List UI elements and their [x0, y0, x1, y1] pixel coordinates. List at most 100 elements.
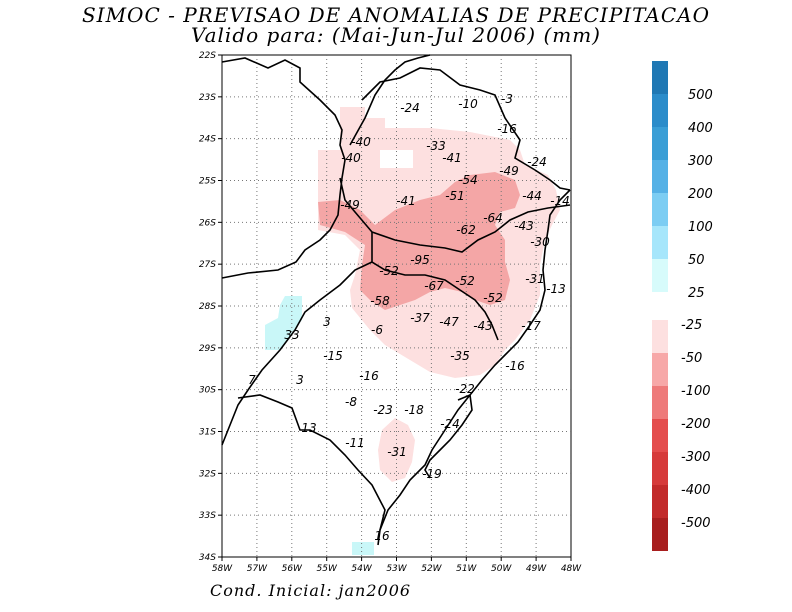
lon-tick-label: 48W — [561, 564, 582, 574]
anomaly-value: -41 — [442, 151, 462, 165]
anomaly-value: -31 — [387, 445, 407, 459]
colorbar-label-negative: -100 — [681, 384, 711, 399]
colorbar-swatch-negative — [652, 320, 668, 353]
anomaly-value: -16 — [505, 359, 525, 373]
boundary-sc-rs — [371, 232, 499, 341]
boundary-parana-sp — [361, 67, 571, 191]
graticule: 22S23S24S25S26S27S28S29S30S31S32S33S34S5… — [199, 51, 582, 574]
boundary-coast — [377, 189, 571, 546]
colorbar-swatch-positive — [652, 160, 668, 193]
shade-positive-south — [352, 542, 374, 555]
anomaly-shading — [265, 107, 560, 555]
anomaly-value: -64 — [483, 211, 503, 225]
lon-tick-label: 52W — [421, 564, 442, 574]
anomaly-value: -62 — [456, 223, 476, 237]
anomaly-value: -11 — [345, 436, 365, 450]
anomaly-value: -95 — [410, 253, 430, 267]
colorbar-label-negative: -50 — [681, 351, 702, 366]
anomaly-value: -24 — [440, 417, 460, 431]
lon-tick-label: 51W — [456, 564, 477, 574]
colorbar-swatch-positive — [652, 226, 668, 259]
colorbar-swatch-positive — [652, 259, 668, 292]
colorbar-swatch-negative — [652, 386, 668, 419]
anomaly-value: -24 — [527, 155, 547, 169]
anomaly-value: -67 — [424, 279, 444, 293]
anomaly-value: -54 — [458, 173, 478, 187]
anomaly-value: -51 — [445, 189, 465, 203]
anomaly-value: -23 — [373, 403, 393, 417]
colorbar-swatch-positive — [652, 94, 668, 127]
colorbar-label-negative: -25 — [681, 318, 702, 333]
colorbar-label-negative: -300 — [681, 450, 711, 465]
anomaly-labels: -24 -10 -3-16-40 -33-40 -41 -24-54-49-44 -14-4… — [248, 92, 570, 543]
anomaly-value: -49 — [340, 198, 360, 212]
colorbar-label-positive: 300 — [688, 154, 713, 169]
shade-medium-negative — [318, 172, 520, 310]
lat-tick-label: 26S — [199, 218, 216, 228]
anomaly-value: -16 — [359, 369, 379, 383]
lat-tick-label: 34S — [199, 553, 216, 563]
anomaly-value: -44 — [522, 189, 542, 203]
anomaly-value: -13 — [546, 282, 566, 296]
anomaly-value: -6 — [371, 323, 383, 337]
anomaly-value: -40 — [351, 135, 371, 149]
anomaly-value: -17 — [521, 319, 541, 333]
anomaly-value: 7 — [248, 373, 256, 387]
lat-tick-label: 32S — [199, 469, 216, 479]
anomaly-value: -52 — [455, 274, 475, 288]
colorbar-label-positive: 200 — [688, 187, 713, 202]
anomaly-value: -31 — [525, 272, 545, 286]
anomaly-value: 33 — [284, 328, 299, 342]
anomaly-value: -30 — [530, 235, 550, 249]
anomaly-value: -47 — [439, 315, 459, 329]
colorbar-label-positive: 100 — [688, 220, 713, 235]
colorbar-swatch-negative — [652, 353, 668, 386]
colorbar-swatch-negative — [652, 518, 668, 551]
colorbar: 500 400 300 200 100 50 25 -25 -50 -100 -200 -300 -40… — [652, 61, 713, 551]
lat-tick-label: 24S — [199, 135, 216, 145]
anomaly-value: -22 — [455, 382, 475, 396]
anomaly-value: -15 — [323, 349, 343, 363]
anomaly-value: -37 — [410, 311, 430, 325]
boundary-uruguay — [237, 394, 386, 531]
anomaly-value: 16 — [374, 529, 390, 543]
political-boundaries — [221, 54, 571, 546]
anomaly-value: -58 — [370, 294, 390, 308]
colorbar-label-positive: 500 — [688, 88, 713, 103]
colorbar-label-positive: 400 — [688, 121, 713, 136]
lat-tick-label: 33S — [199, 511, 216, 521]
anomaly-value: -8 — [345, 395, 357, 409]
lat-tick-label: 30S — [199, 386, 216, 396]
anomaly-value: -41 — [396, 194, 416, 208]
colorbar-label-positive: 50 — [688, 253, 705, 268]
lon-tick-label: 57W — [247, 564, 268, 574]
boundary-brazil-paraguay — [339, 177, 373, 233]
boundary-pr-sc — [371, 204, 571, 253]
colorbar-swatch-positive — [652, 193, 668, 226]
lat-tick-label: 31S — [199, 428, 216, 438]
shade-positive-west — [265, 296, 302, 350]
anomaly-value: -14 — [550, 194, 570, 208]
anomaly-value: -18 — [404, 403, 424, 417]
anomaly-value: 3 — [323, 315, 331, 329]
colorbar-label-negative: -200 — [681, 417, 711, 432]
anomaly-value: -10 — [458, 97, 478, 111]
anomaly-value: 13 — [301, 421, 316, 435]
anomaly-value: 3 — [296, 373, 304, 387]
colorbar-label-positive: 25 — [688, 286, 705, 301]
anomaly-value: -43 — [473, 319, 493, 333]
colorbar-label-negative: -400 — [681, 483, 711, 498]
anomaly-value: -19 — [422, 467, 442, 481]
lon-tick-label: 49W — [526, 564, 547, 574]
boundary-mato-grosso — [349, 54, 431, 146]
lat-tick-label: 28S — [199, 302, 216, 312]
lon-tick-label: 55W — [317, 564, 338, 574]
lon-tick-label: 56W — [282, 564, 303, 574]
lat-tick-label: 29S — [199, 344, 216, 354]
lat-tick-label: 22S — [199, 51, 216, 61]
anomaly-value: -3 — [501, 92, 513, 106]
chart-title: SIMOC - PREVISAO DE ANOMALIAS DE PRECIPI… — [81, 3, 711, 27]
lat-tick-label: 23S — [199, 93, 216, 103]
colorbar-swatch-positive — [652, 61, 668, 94]
